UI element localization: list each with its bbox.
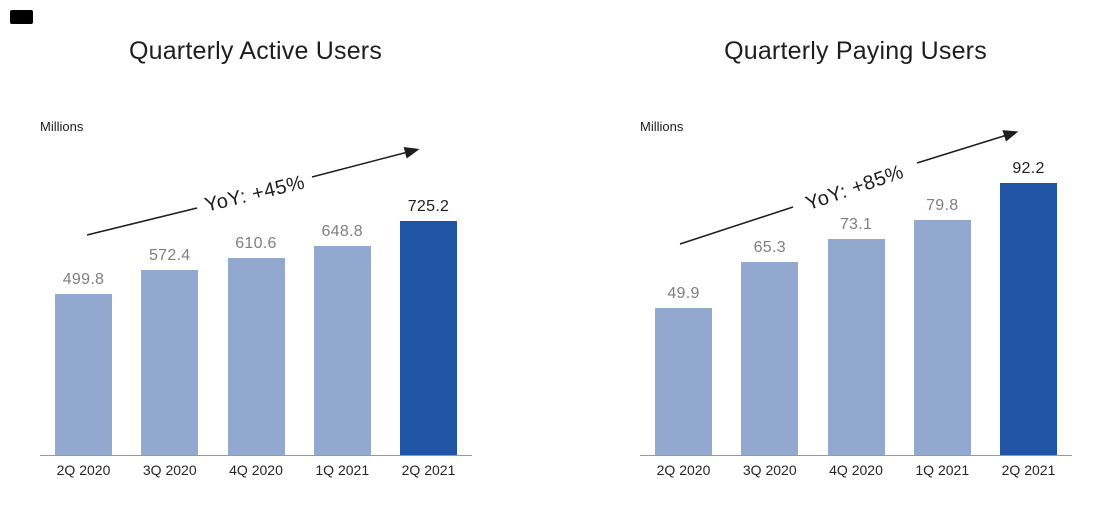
bar-value-label: 49.9 (667, 284, 700, 302)
bars-row: 49.9 65.3 73.1 79.8 92.2 (640, 140, 1072, 455)
plot-area: 49.9 65.3 73.1 79.8 92.2 2Q 2020 3Q 2020 4Q 20… (640, 140, 1072, 478)
x-axis-label: 4Q 2020 (829, 462, 883, 478)
chart-quarterly-paying-users: Quarterly Paying Users Millions YoY: +85… (600, 0, 1111, 520)
bar-value-label: 65.3 (753, 238, 786, 256)
bar-column: 92.2 (1000, 140, 1057, 455)
bar (655, 308, 712, 455)
x-axis-label: 3Q 2020 (142, 462, 197, 478)
x-axis-labels-row: 2Q 2020 3Q 2020 4Q 2020 1Q 2021 2Q 2021 (640, 462, 1072, 478)
bar (313, 246, 371, 455)
bar-value-label: 79.8 (926, 196, 959, 214)
bar-column: 610.6 (227, 140, 285, 455)
bar-value-label: 572.4 (148, 246, 191, 264)
bar (741, 262, 799, 455)
bar-column: 499.8 (55, 140, 112, 455)
bar-column: 572.4 (141, 140, 199, 455)
bar-value-label: 92.2 (1012, 159, 1045, 177)
bar-column: 79.8 (913, 140, 971, 455)
x-axis-line (40, 455, 472, 456)
y-axis-unit-label: Millions (40, 119, 84, 134)
x-axis-label: 3Q 2020 (742, 462, 797, 478)
x-axis-label: 2Q 2020 (56, 462, 111, 478)
plot-area: 499.8 572.4 610.6 648.8 725.2 2Q 2020 3Q 2020… (40, 140, 472, 478)
bar-value-label: 499.8 (62, 270, 105, 288)
chart-title: Quarterly Active Users (128, 37, 383, 65)
bars-row: 499.8 572.4 610.6 648.8 725.2 (40, 140, 472, 455)
bar-highlighted (400, 221, 457, 455)
x-axis-label: 4Q 2020 (229, 462, 283, 478)
corner-mark (10, 10, 33, 24)
x-axis-label: 2Q 2021 (401, 462, 456, 478)
x-axis-labels-row: 2Q 2020 3Q 2020 4Q 2020 1Q 2021 2Q 2021 (40, 462, 472, 478)
bar-value-label: 648.8 (321, 222, 364, 240)
x-axis-label: 1Q 2021 (315, 462, 370, 478)
bar-column: 73.1 (827, 140, 885, 455)
bar-column: 49.9 (655, 140, 712, 455)
x-axis-label: 2Q 2021 (1001, 462, 1056, 478)
bar-value-label: 610.6 (235, 234, 277, 252)
x-axis-label: 1Q 2021 (915, 462, 970, 478)
bar (227, 258, 285, 455)
x-axis-label: 2Q 2020 (656, 462, 711, 478)
bar-column: 65.3 (741, 140, 799, 455)
y-axis-unit-label: Millions (640, 119, 684, 134)
bar (827, 239, 885, 455)
chart-title: Quarterly Paying Users (724, 37, 987, 65)
bar-column: 725.2 (400, 140, 457, 455)
bar (55, 294, 112, 455)
bar-highlighted (1000, 183, 1057, 455)
x-axis-line (640, 455, 1072, 456)
chart-quarterly-active-users: Quarterly Active Users Millions YoY: +45… (0, 0, 511, 520)
bar (141, 270, 199, 455)
bar-column: 648.8 (313, 140, 371, 455)
bar (913, 220, 971, 455)
bar-value-label: 725.2 (407, 197, 450, 215)
bar-value-label: 73.1 (839, 215, 873, 233)
